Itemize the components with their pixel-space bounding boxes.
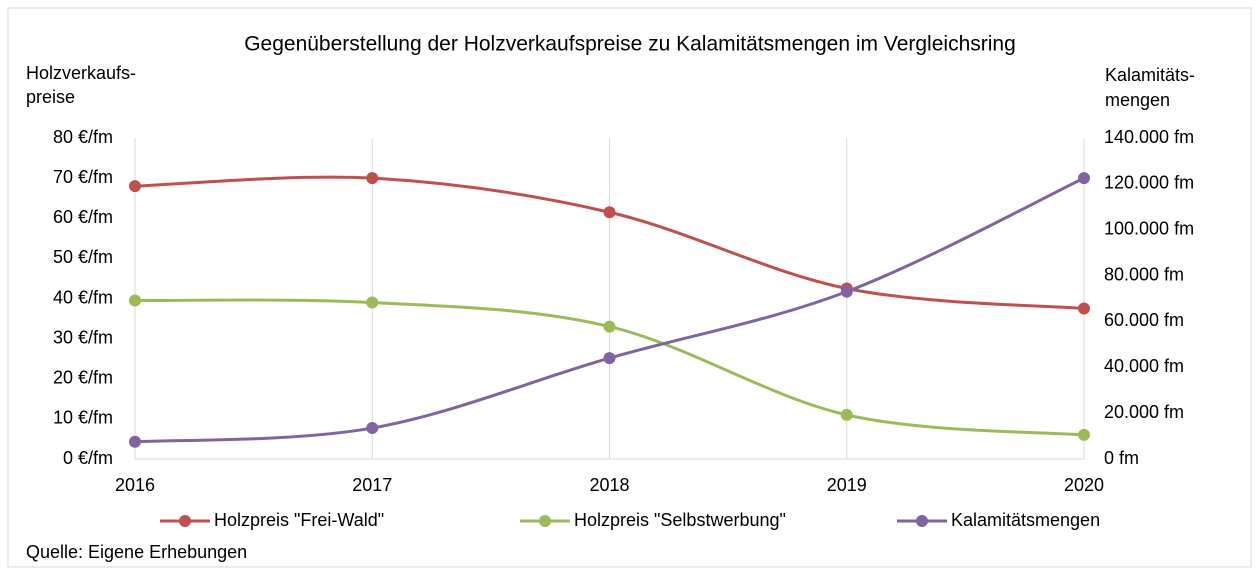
legend-label: Holzpreis "Selbstwerbung" xyxy=(574,510,786,530)
legend-marker xyxy=(179,515,191,527)
y-tick-label: 40 €/fm xyxy=(53,287,113,307)
y2-tick-label: 40.000 fm xyxy=(1104,356,1184,376)
point xyxy=(366,422,379,435)
point xyxy=(603,206,616,219)
point xyxy=(603,320,616,333)
y-tick-label: 0 €/fm xyxy=(63,448,113,468)
y2-axis-label: Kalamitäts- xyxy=(1105,65,1195,85)
x-tick-label: 2019 xyxy=(827,475,867,495)
point xyxy=(129,294,141,307)
point xyxy=(129,180,141,193)
y-axis-label: preise xyxy=(26,87,75,107)
legend-label: Kalamitätsmengen xyxy=(951,510,1100,530)
y-tick-label: 70 €/fm xyxy=(53,167,113,187)
legend-label: Holzpreis "Frei-Wald" xyxy=(214,510,384,530)
chart-title: Gegenüberstellung der Holzverkaufspreise… xyxy=(244,33,1016,56)
y2-tick-label: 80.000 fm xyxy=(1104,264,1184,284)
point xyxy=(1078,428,1090,441)
point xyxy=(603,352,616,365)
y2-tick-label: 20.000 fm xyxy=(1104,402,1184,422)
y2-tick-label: 120.000 fm xyxy=(1104,173,1194,193)
y-tick-label: 80 €/fm xyxy=(53,127,113,147)
point xyxy=(1078,302,1090,315)
point xyxy=(366,296,379,309)
x-tick-label: 2016 xyxy=(115,475,155,495)
y2-tick-label: 0 fm xyxy=(1104,448,1139,468)
y2-axis-label: mengen xyxy=(1105,90,1170,110)
y-tick-label: 20 €/fm xyxy=(53,368,113,388)
y-axis-label: Holzverkaufs- xyxy=(26,63,136,83)
x-tick-label: 2018 xyxy=(589,475,629,495)
point xyxy=(366,172,379,185)
point xyxy=(1078,172,1090,185)
y2-tick-label: 100.000 fm xyxy=(1104,218,1194,238)
y-tick-label: 60 €/fm xyxy=(53,207,113,227)
chart-border xyxy=(7,7,1252,568)
y-tick-label: 30 €/fm xyxy=(53,327,113,347)
legend-marker xyxy=(539,515,551,527)
point xyxy=(840,408,853,421)
y2-tick-label: 60.000 fm xyxy=(1104,310,1184,330)
legend-marker xyxy=(916,515,928,527)
y2-tick-label: 140.000 fm xyxy=(1104,127,1194,147)
point xyxy=(129,435,141,448)
point xyxy=(840,285,853,298)
x-tick-label: 2017 xyxy=(352,475,392,495)
x-tick-label: 2020 xyxy=(1064,475,1104,495)
y-tick-label: 10 €/fm xyxy=(53,408,113,428)
source: Quelle: Eigene Erhebungen xyxy=(26,542,247,562)
y-tick-label: 50 €/fm xyxy=(53,247,113,267)
